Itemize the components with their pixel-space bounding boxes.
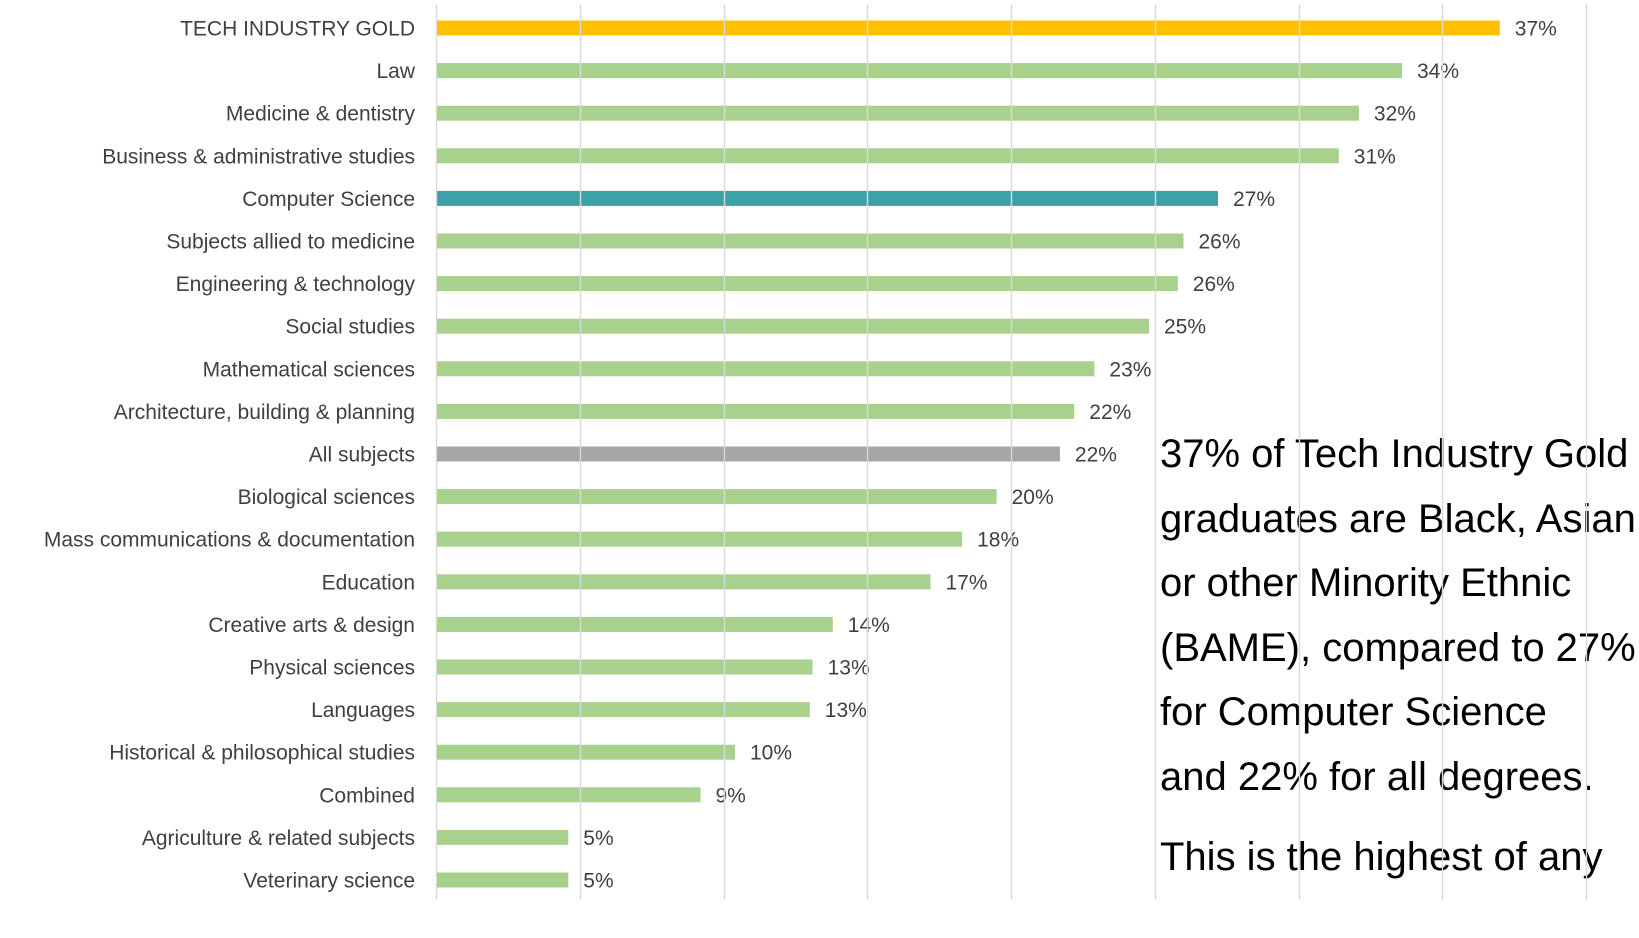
category-label: Engineering & technology xyxy=(176,273,416,296)
category-label: Physical sciences xyxy=(249,657,415,680)
bar xyxy=(436,702,810,718)
value-label: 10% xyxy=(750,742,792,765)
bar xyxy=(436,276,1178,292)
category-label: Creative arts & design xyxy=(208,614,415,637)
annotation-line: 37% of Tech Industry Gold xyxy=(1160,432,1629,476)
value-label: 13% xyxy=(825,699,867,722)
category-label: Subjects allied to medicine xyxy=(166,231,415,254)
bar xyxy=(436,403,1075,419)
category-label: Languages xyxy=(311,699,415,722)
category-label: Mathematical sciences xyxy=(203,358,415,381)
category-label: Mass communications & documentation xyxy=(44,529,415,552)
value-label: 26% xyxy=(1199,231,1241,254)
bar xyxy=(436,744,735,760)
category-label: TECH INDUSTRY GOLD xyxy=(180,18,415,41)
bar xyxy=(436,190,1218,206)
category-label: Agriculture & related subjects xyxy=(142,827,415,850)
bar xyxy=(436,63,1402,79)
category-label: Biological sciences xyxy=(238,486,415,509)
category-label: Computer Science xyxy=(242,188,415,211)
bar xyxy=(436,148,1339,164)
value-label: 18% xyxy=(977,529,1019,552)
bar xyxy=(436,446,1060,462)
value-label: 9% xyxy=(716,784,746,807)
bars-layer xyxy=(436,20,1500,888)
value-label: 27% xyxy=(1233,188,1275,211)
bar xyxy=(436,829,569,845)
bar xyxy=(436,787,701,803)
bar xyxy=(436,361,1095,377)
value-label: 22% xyxy=(1089,401,1131,424)
category-label: Veterinary science xyxy=(243,870,415,893)
bar xyxy=(436,872,569,888)
category-label: Social studies xyxy=(285,316,415,339)
value-label: 34% xyxy=(1417,60,1459,83)
annotation-paragraph-2: This is the highest of any xyxy=(1160,825,1639,890)
bar xyxy=(436,489,997,505)
value-label: 26% xyxy=(1193,273,1235,296)
value-label: 25% xyxy=(1164,316,1206,339)
category-label: Historical & philosophical studies xyxy=(109,742,415,765)
category-label: Business & administrative studies xyxy=(102,145,415,168)
value-label: 17% xyxy=(946,571,988,594)
annotation-line: (BAME), compared to 27% xyxy=(1160,625,1636,670)
category-label: Architecture, building & planning xyxy=(114,401,415,424)
bar xyxy=(436,20,1500,36)
bar xyxy=(436,531,963,547)
value-label: 31% xyxy=(1354,145,1396,168)
value-label: 14% xyxy=(848,614,890,637)
annotation-text: 37% of Tech Industry Gold graduates are … xyxy=(1160,422,1639,890)
bar xyxy=(436,659,813,675)
value-label: 37% xyxy=(1515,18,1557,41)
value-label: 13% xyxy=(828,657,870,680)
annotation-line: for Computer Science xyxy=(1160,690,1547,734)
value-label: 32% xyxy=(1374,103,1416,126)
bar xyxy=(436,616,833,632)
category-label: Medicine & dentistry xyxy=(226,103,416,126)
bar xyxy=(436,105,1359,121)
bar xyxy=(436,318,1149,334)
category-label: Education xyxy=(322,571,415,594)
annotation-paragraph-1: 37% of Tech Industry Gold graduates are … xyxy=(1160,422,1639,809)
bar xyxy=(436,574,931,590)
category-label: All subjects xyxy=(309,444,415,467)
category-labels: TECH INDUSTRY GOLD Law Medicine & dentistr… xyxy=(44,18,416,893)
category-label: Combined xyxy=(319,784,415,807)
value-label: 22% xyxy=(1075,444,1117,467)
bar xyxy=(436,233,1184,249)
value-label: 23% xyxy=(1109,358,1151,381)
annotation-line: and 22% for all degrees. xyxy=(1160,754,1594,799)
value-label: 5% xyxy=(583,827,613,850)
value-label: 5% xyxy=(583,870,613,893)
value-label: 20% xyxy=(1012,486,1054,509)
annotation-line: or other Minority Ethnic xyxy=(1160,561,1572,605)
category-label: Law xyxy=(376,60,415,83)
value-labels: 37% 34%32% 31% 27% 26% 26% 25% 23% 22% 22% 20% 18% 1… xyxy=(583,18,1557,893)
annotation-line: This is the highest of any xyxy=(1160,835,1603,879)
annotation-line: graduates are Black, Asian xyxy=(1160,496,1636,541)
